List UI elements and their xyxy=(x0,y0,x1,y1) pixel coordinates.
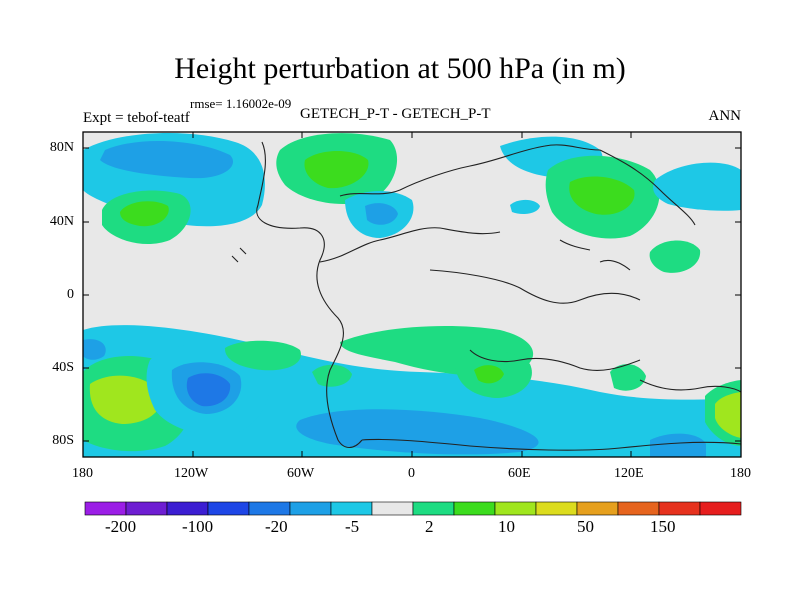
contour-pos-core-africa-south xyxy=(474,365,504,384)
coastline-islands-asia xyxy=(559,239,631,271)
coastline-africa-south xyxy=(469,349,641,371)
contour-neg-europe-small xyxy=(510,199,540,214)
y-tick-label-40s: 40S xyxy=(52,360,74,375)
contour-pos-indian-ocean xyxy=(610,364,646,391)
colorbar-label-8: 150 xyxy=(650,517,676,536)
coastline-tethys-north xyxy=(319,227,501,263)
colorbar-label-6: 10 xyxy=(498,517,515,536)
colorbar-swatch xyxy=(207,501,250,516)
contour-neg-antarctic-edge xyxy=(650,433,706,457)
colorbar xyxy=(84,501,742,516)
colorbar-swatch xyxy=(494,501,537,516)
contour-pos-west-pacific xyxy=(649,240,701,273)
colorbar-label-4: -5 xyxy=(345,517,360,536)
coastlines xyxy=(231,141,741,451)
x-tick-label-60w: 60W xyxy=(287,466,315,481)
coastline-australia xyxy=(639,379,741,393)
colorbar-swatch xyxy=(576,501,619,516)
colorbar-swatch xyxy=(248,501,291,516)
coastline-pacific-islets xyxy=(231,247,247,263)
x-tick-label-180-right: 180 xyxy=(730,466,751,481)
colorbar-swatch xyxy=(535,501,578,516)
contour-pos-high-south-pacific xyxy=(89,375,162,424)
x-tick-label-60e: 60E xyxy=(508,466,531,481)
x-tick-label-180-left: 180 xyxy=(72,466,93,481)
coastline-africa-north xyxy=(429,269,641,304)
coastline-north-atlantic xyxy=(339,144,601,197)
colorbar-swatch xyxy=(658,501,701,516)
colorbar-swatch xyxy=(84,501,127,516)
colorbar-swatch xyxy=(453,501,496,516)
x-tick-label-0: 0 xyxy=(408,466,415,481)
colorbar-label-2: -100 xyxy=(182,517,214,536)
colorbar-label-3: -20 xyxy=(265,517,288,536)
colorbar-label-7: 50 xyxy=(577,517,594,536)
axis-ticks xyxy=(82,132,742,457)
coastline-east-asia xyxy=(599,149,696,226)
colorbar-swatch xyxy=(617,501,660,516)
contour-pos-core-north-pacific xyxy=(120,201,169,227)
contour-field xyxy=(83,132,741,457)
colorbar-swatch xyxy=(125,501,168,516)
coastline-americas-west xyxy=(256,141,363,449)
y-tick-label-40n: 40N xyxy=(49,214,74,229)
contour-pos-high-right-edge xyxy=(715,392,741,438)
rmse-label: rmse= 1.16002e-09 xyxy=(190,96,292,111)
contour-pos-south-atlantic-small xyxy=(312,364,352,387)
contour-neg-core-south-pacific xyxy=(186,373,231,407)
contour-neg-core-southern-band xyxy=(296,409,539,455)
experiment-label: Expt = tebof-teatf xyxy=(83,110,190,126)
y-tick-label-80s: 80S xyxy=(52,433,74,448)
x-tick-label-120w: 120W xyxy=(174,466,209,481)
y-tick-label-0: 0 xyxy=(67,287,74,302)
comparison-label: GETECH_P-T - GETECH_P-T xyxy=(300,106,491,122)
contour-neg-core-north-pacific xyxy=(100,140,234,179)
y-tick-label-80n: 80N xyxy=(49,140,74,155)
chart-title: Height perturbation at 500 hPa (in m) xyxy=(174,52,626,85)
colorbar-swatch xyxy=(166,501,209,516)
contour-neg-north-east-pacific xyxy=(653,162,741,211)
colorbar-swatch xyxy=(289,501,332,516)
x-tick-label-120e: 120E xyxy=(614,466,644,481)
contour-pos-core-siberia xyxy=(569,176,635,215)
colorbar-swatch xyxy=(699,501,742,516)
contour-pos-south-america-north xyxy=(224,340,301,371)
colorbar-label-1: -200 xyxy=(105,517,137,536)
contour-neg-left-edge xyxy=(83,339,106,360)
colorbar-swatch xyxy=(412,501,455,516)
coastline-antarctica xyxy=(361,438,741,451)
contour-pos-core-north-america xyxy=(304,151,369,189)
contour-neg-core-atlantic xyxy=(365,203,398,225)
colorbar-swatch xyxy=(371,501,414,516)
colorbar-swatch xyxy=(330,501,373,516)
colorbar-label-5: 2 xyxy=(425,517,434,536)
season-label: ANN xyxy=(708,108,742,124)
